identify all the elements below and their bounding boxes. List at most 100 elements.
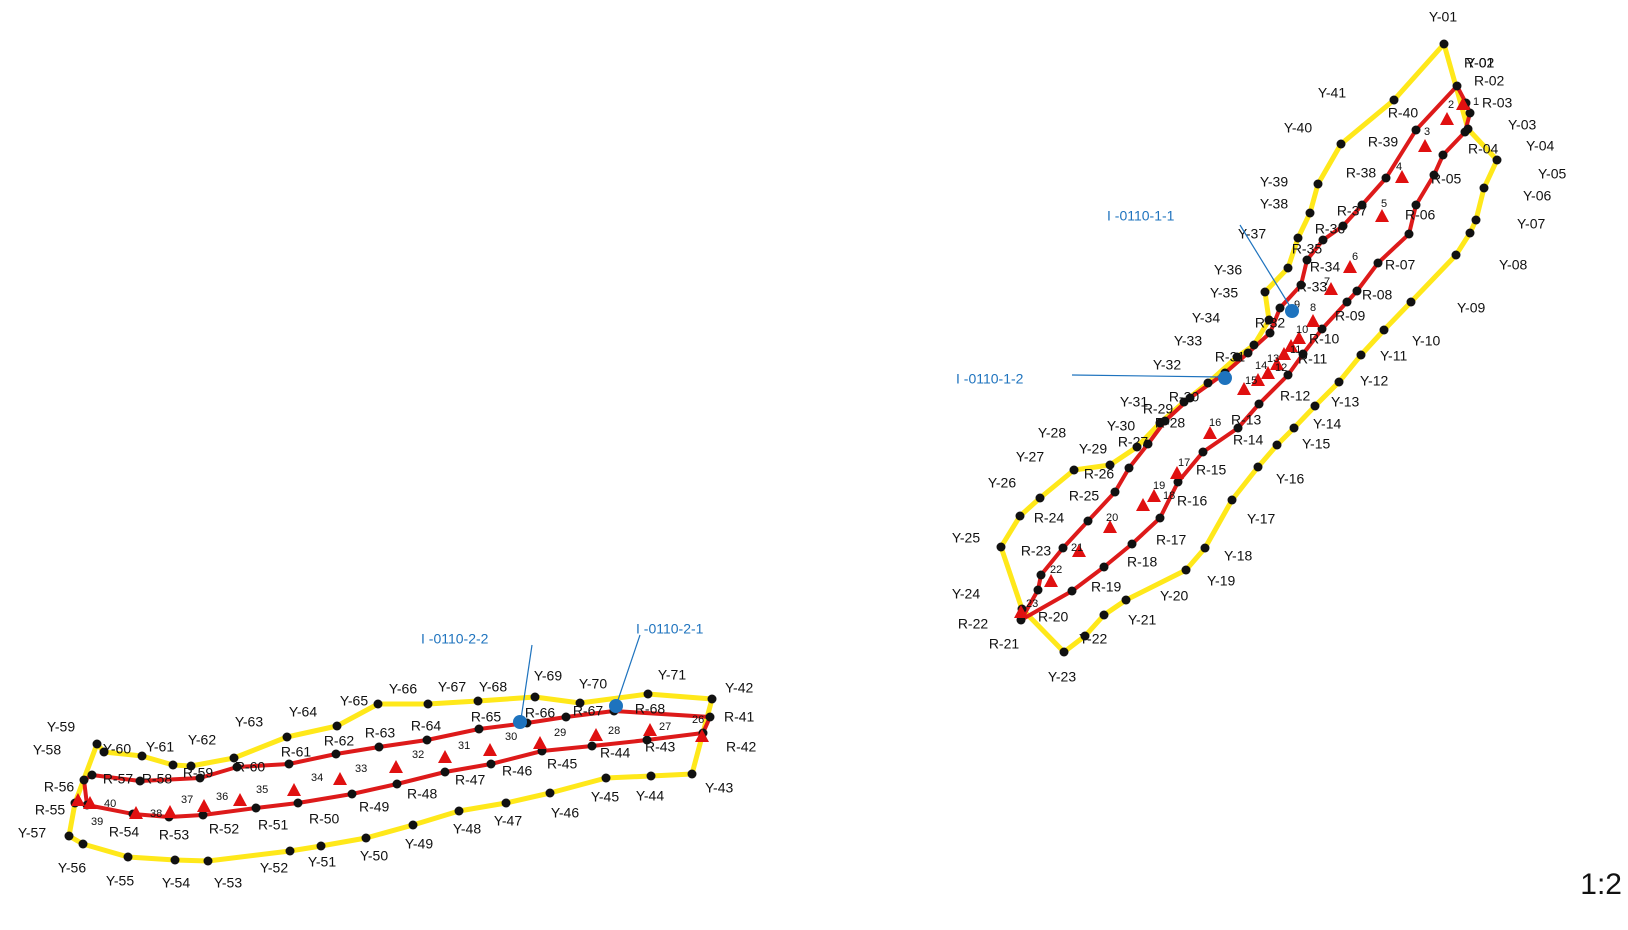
outer-point-label: Y-17 <box>1247 511 1276 527</box>
outer-point-label: Y-25 <box>952 530 981 546</box>
outer-point-label: Y-28 <box>1038 425 1067 441</box>
sample-marker-icon <box>1292 331 1306 344</box>
inner-boundary-1 <box>1019 84 1472 622</box>
survey-point <box>1015 511 1025 521</box>
survey-point <box>198 810 208 820</box>
sample-marker-icon <box>643 723 657 736</box>
sample-marker-icon <box>483 743 497 756</box>
outer-point-label: Y-12 <box>1360 373 1389 389</box>
survey-point <box>64 831 74 841</box>
survey-point <box>1338 221 1348 231</box>
inner-point-label: R-35 <box>1292 241 1323 257</box>
inner-point-label: R-57 <box>103 771 134 787</box>
survey-point <box>501 798 511 808</box>
survey-point <box>1058 543 1068 553</box>
outer-point-label: Y-62 <box>188 732 217 748</box>
survey-point <box>486 759 496 769</box>
sample-marker-icon <box>1251 373 1265 386</box>
survey-point <box>1160 416 1170 426</box>
inner-point-label: R-49 <box>359 799 390 815</box>
marker-number: 39 <box>91 816 103 828</box>
callout-label: I -0110-2-1 <box>636 621 704 637</box>
survey-point <box>1310 401 1320 411</box>
outer-point-label: Y-57 <box>18 825 47 841</box>
outer-point-label: Y-26 <box>988 475 1017 491</box>
outer-point-label: Y-31 <box>1120 394 1149 410</box>
inner-point-label: R-03 <box>1482 95 1513 111</box>
callout-leader <box>520 644 533 720</box>
sample-marker-icon <box>287 783 301 796</box>
marker-number: 11 <box>1290 344 1301 356</box>
callout-label: I -0110-2-2 <box>421 631 489 647</box>
survey-point <box>79 775 89 785</box>
survey-point <box>1411 200 1421 210</box>
outer-point-label: Y-47 <box>494 813 523 829</box>
survey-point <box>1452 81 1462 91</box>
survey-point <box>1471 215 1481 225</box>
survey-point <box>1243 348 1253 358</box>
sample-marker-icon <box>1277 347 1291 360</box>
outer-point-label: Y-16 <box>1276 471 1305 487</box>
inner-point-label: R-13 <box>1231 412 1262 428</box>
survey-point <box>1404 229 1414 239</box>
survey-point <box>374 742 384 752</box>
survey-point <box>347 789 357 799</box>
outer-point-label: Y-63 <box>235 714 264 730</box>
survey-point <box>1035 493 1045 503</box>
survey-point <box>285 846 295 856</box>
sample-marker-icon <box>1136 498 1150 511</box>
inner-point-label: R-26 <box>1084 466 1115 482</box>
inner-point-label: R-65 <box>471 709 502 725</box>
outer-point-label: Y-42 <box>725 680 754 696</box>
survey-point <box>1203 378 1213 388</box>
outer-point-label: Y-69 <box>534 668 563 684</box>
survey-point <box>408 820 418 830</box>
marker-number: 7 <box>1324 276 1330 288</box>
survey-point <box>530 692 540 702</box>
survey-point <box>643 689 653 699</box>
sample-point-icon <box>1285 304 1299 318</box>
survey-point <box>1132 442 1142 452</box>
marker-number: 8 <box>1310 302 1316 314</box>
survey-point <box>1232 352 1242 362</box>
outer-point-label: Y-19 <box>1207 573 1236 589</box>
survey-point <box>423 699 433 709</box>
outer-point-label: Y-68 <box>479 679 508 695</box>
inner-point-label: R-27 <box>1118 434 1149 450</box>
inner-point-label: R-05 <box>1431 171 1462 187</box>
sample-marker-icon <box>1072 544 1086 557</box>
survey-point <box>474 724 484 734</box>
sample-point-icon <box>1218 371 1232 385</box>
marker-number: 33 <box>355 763 367 775</box>
callout-leader <box>616 634 641 704</box>
inner-point-label: R-25 <box>1069 488 1100 504</box>
outer-point-label: Y-71 <box>658 667 687 683</box>
sample-marker-icon <box>1014 605 1028 618</box>
outer-point-label: Y-04 <box>1526 138 1555 154</box>
outer-point-label: Y-06 <box>1523 188 1552 204</box>
survey-point <box>1313 179 1323 189</box>
outer-point-label: Y-39 <box>1260 174 1289 190</box>
survey-point <box>1105 460 1115 470</box>
sample-point-icon <box>513 715 527 729</box>
marker-number: 28 <box>608 725 620 737</box>
inner-point-label: R-56 <box>44 779 75 795</box>
marker-number: 37 <box>181 794 193 806</box>
marker-number: 17 <box>1178 457 1190 469</box>
survey-point <box>705 712 715 722</box>
survey-point <box>99 747 109 757</box>
callout-leader <box>1071 374 1223 378</box>
survey-point <box>1352 286 1362 296</box>
marker-number: 20 <box>1106 512 1118 524</box>
marker-number: 2 <box>1448 99 1454 111</box>
survey-point <box>1336 139 1346 149</box>
survey-point <box>1465 108 1475 118</box>
inner-point-label: R-67 <box>573 703 604 719</box>
outer-point-label: Y-56 <box>58 860 87 876</box>
outer-point-label: Y-05 <box>1538 166 1567 182</box>
survey-point <box>203 856 213 866</box>
outer-point-label: Y-50 <box>360 848 389 864</box>
inner-point-label: R-58 <box>142 771 173 787</box>
survey-point <box>1143 439 1153 449</box>
